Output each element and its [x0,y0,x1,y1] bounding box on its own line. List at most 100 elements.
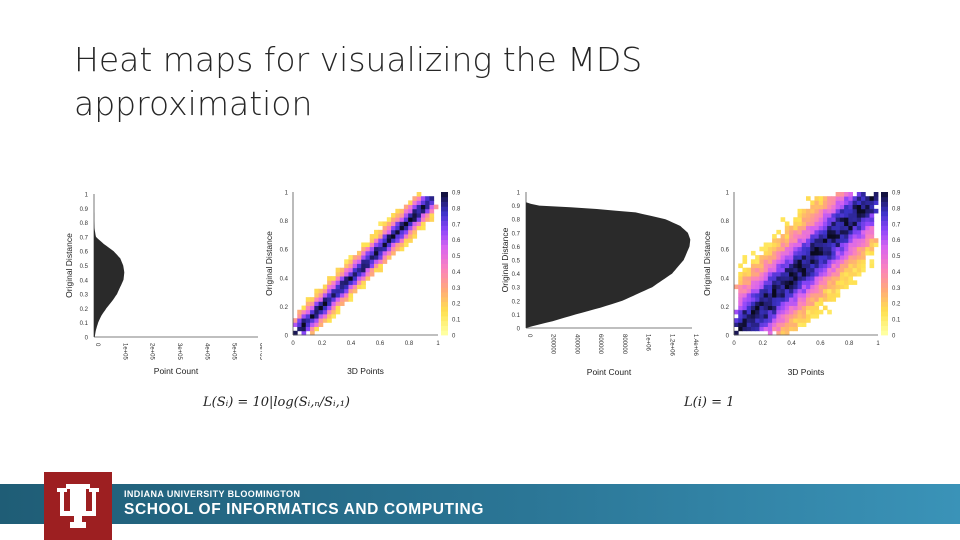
heatmap-cell [814,305,820,311]
heatmap-cell [831,234,837,239]
heatmap-cell [822,280,828,285]
heatmap-cell [827,297,832,302]
colorbar-segment [441,320,448,326]
heatmap-cell [865,204,870,210]
heatmap-cell [835,200,841,206]
heatmap-cell [831,213,837,218]
heatmap-cell [797,217,803,222]
heatmap-cell [339,284,345,290]
heatmap-cell [848,208,853,214]
heatmap-cell [831,196,837,201]
heatmap-cell [339,288,345,294]
x-tick-label: 1 [436,341,440,347]
heatmap-cell [374,255,379,260]
x-tick-label: 1 [876,341,880,347]
heatmap-cell [856,225,862,231]
school-name: SCHOOL OF INFORMATICS AND COMPUTING [124,501,484,518]
heatmap-cell [789,250,794,256]
heatmap-cell [772,318,777,323]
heatmap-cell [789,322,794,327]
heatmap-cell [852,234,858,239]
heatmap-cell [831,217,837,222]
heatmap-cell [759,267,765,273]
heatmap-cell [746,322,752,327]
heatmap-cell [852,217,858,222]
heatmap-cell [742,326,748,332]
heatmap-cell [378,246,383,252]
heatmap-cell [848,255,853,260]
colorbar-segment [881,206,888,212]
heatmap-cell [382,246,388,252]
heatmap-cell [806,313,811,319]
x-tick-label: 1e+06 [645,334,651,352]
heatmap-cell [818,250,824,256]
heatmap-cell [293,322,298,327]
heatmap-cell [810,263,815,269]
slide-title: Heat maps for visualizing the MDS approx… [74,40,643,123]
heatmap-cell [391,242,396,248]
heatmap-cell [797,280,803,285]
heatmap-cell [331,284,337,290]
colorbar-segment [441,287,448,293]
heatmap-cell [318,288,324,294]
heatmap-cell [331,297,337,302]
heatmap-cell [831,276,837,281]
heatmap-cell [784,225,790,231]
heatmap-cell [780,259,786,264]
heatmap-cell [827,229,832,235]
heatmap-cell [780,284,786,290]
heatmap-cell [339,301,345,306]
colorbar-segment [441,282,448,288]
heatmap-cell [327,284,332,290]
heatmap-cell [776,322,781,327]
heatmap-cell [301,305,307,311]
histogram-area [526,192,691,328]
heatmap-cell [365,263,371,269]
heatmap-cell [810,234,815,239]
heatmap-cell [801,309,807,315]
heatmap-cell [797,250,803,256]
heatmap-cell [780,267,786,273]
heatmap-cell [378,255,383,260]
heatmap-cell [806,217,811,222]
heatmap-cell [755,292,760,298]
heatmap-cell [801,297,807,302]
heatmap-cell [767,271,773,277]
x-tick-label: 0 [291,341,295,347]
y-axis-title: Original Distance [500,227,510,292]
heatmap-cell [318,322,324,327]
heatmap-cell [818,288,824,294]
colorbar-tick-label: 0 [452,334,456,340]
heatmap-cell [352,263,358,269]
colorbar-tick-label: 0 [892,334,896,340]
heatmap-cell [763,288,769,294]
heatmap-cell [810,276,815,281]
y-axis-title: Original Distance [264,231,274,296]
heatmap-cell [852,280,858,285]
heatmap-cell [780,271,786,277]
heatmap-cell [738,284,743,290]
histogram-area [94,194,125,337]
heatmap-cell [420,196,426,201]
heatmap-cell [310,297,315,302]
heatmap-cell [793,276,798,281]
y-tick-label: 0.4 [721,276,730,282]
heatmap-cell [844,213,849,218]
colorbar-tick-label: 0.4 [452,270,461,276]
heatmap-cell [806,250,811,256]
heatmap-cell [348,288,354,294]
x-tick-label: 0.2 [318,341,327,347]
x-tick-label: 0.4 [787,341,796,347]
heatmap-cell [780,301,786,306]
heatmap-cell [314,309,319,315]
heatmap-cell [776,242,781,248]
heatmap-cell [780,276,786,281]
heatmap-cell [827,284,832,290]
y-tick-label: 0.6 [512,245,521,251]
y-tick-label: 0.6 [80,250,89,256]
heatmap-cell [776,250,781,256]
colorbar-tick-label: 0.5 [892,254,901,260]
heatmap-cell [806,246,811,252]
heatmap-cell [793,259,798,264]
heatmap-cell [784,242,790,248]
